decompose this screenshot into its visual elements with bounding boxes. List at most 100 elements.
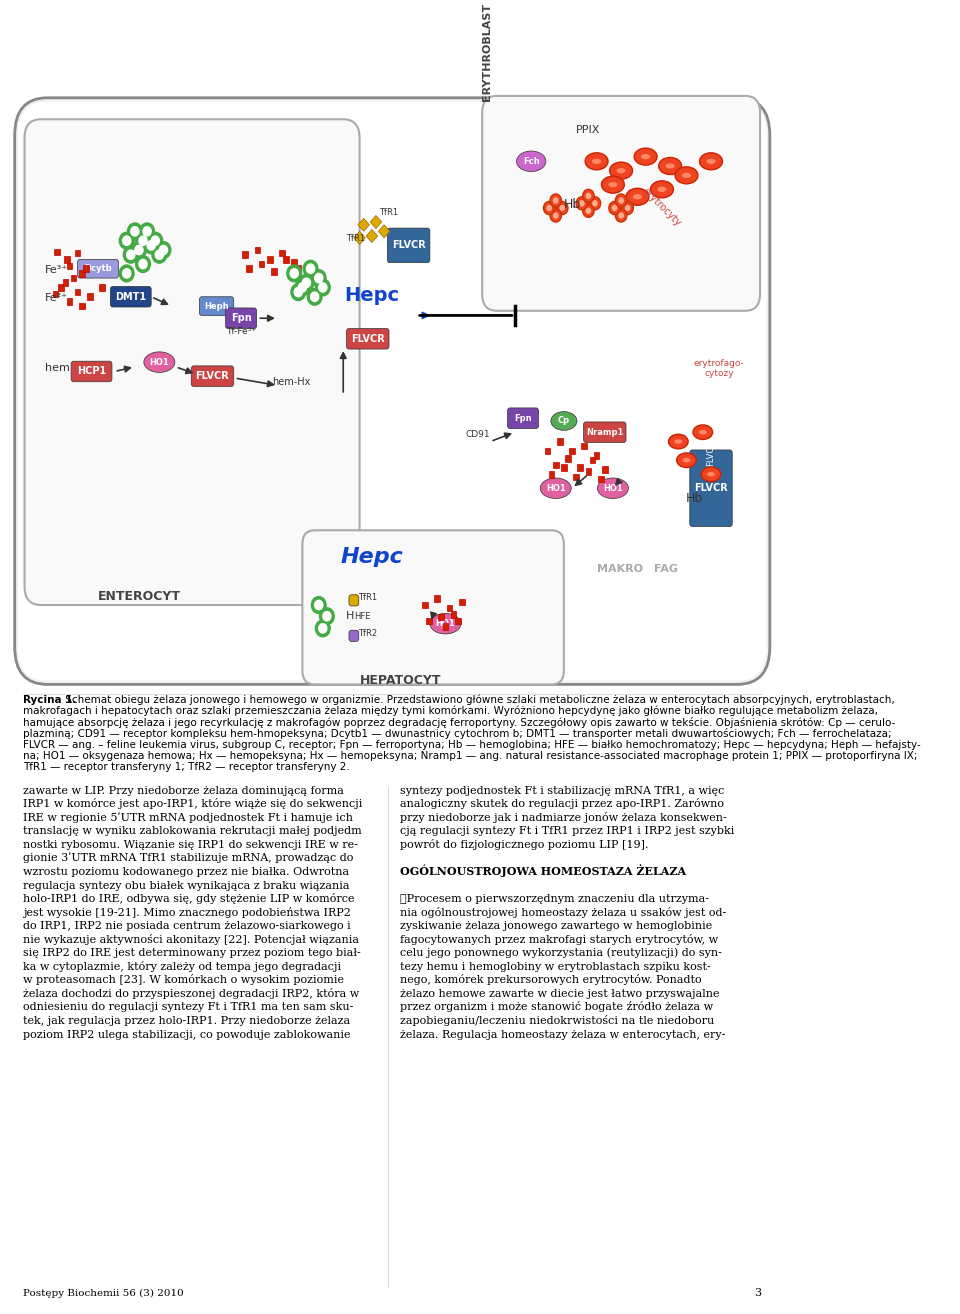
Text: żelazo hemowe zawarte w diecie jest łatwo przyswajalne: żelazo hemowe zawarte w diecie jest łatw… [400,989,720,999]
Ellipse shape [144,352,175,372]
Text: do IRP1, IRP2 nie posiada centrum żelazowo-siarkowego i: do IRP1, IRP2 nie posiada centrum żelazo… [23,921,350,932]
Ellipse shape [516,151,546,172]
Bar [291,259,297,265]
Text: hem: hem [45,364,70,373]
Text: gionie 3ʹUTR mRNA TfR1 stabilizuje mRNA, prowadząc do: gionie 3ʹUTR mRNA TfR1 stabilizuje mRNA,… [23,853,353,863]
Text: tezy hemu i hemoglobiny w erytroblastach szpiku kost-: tezy hemu i hemoglobiny w erytroblastach… [400,962,711,972]
Ellipse shape [700,152,723,170]
Text: erytrofago-
cytozy: erytrofago- cytozy [694,359,745,378]
Circle shape [557,201,568,214]
Bar [271,268,276,275]
Text: Fpn: Fpn [230,313,252,323]
Bar [573,474,579,481]
Circle shape [579,200,585,206]
Bar [75,250,81,256]
Circle shape [319,283,327,292]
Circle shape [140,223,155,239]
Text: zapobieganiu/leczeniu niedokrwistości na tle niedoboru: zapobieganiu/leczeniu niedokrwistości na… [400,1014,714,1026]
FancyBboxPatch shape [14,97,770,685]
Circle shape [615,194,627,208]
Bar [53,290,59,297]
Circle shape [128,223,142,239]
Text: na; HO1 — oksygenaza hemowa; Hx — hemopeksyna; Hx — hemopeksyna; Nramp1 — ang. n: na; HO1 — oksygenaza hemowa; Hx — hemope… [23,752,918,761]
Text: Nramp1: Nramp1 [586,427,623,436]
Circle shape [119,265,134,281]
Circle shape [147,240,156,250]
Text: TfR2: TfR2 [358,629,377,637]
Text: tek, jak regulacja przez holo-IRP1. Przy niedoborze żelaza: tek, jak regulacja przez holo-IRP1. Przy… [23,1016,350,1026]
FancyBboxPatch shape [508,407,539,428]
Text: Hepc: Hepc [341,547,403,566]
Bar [544,448,550,455]
Bar [459,599,465,606]
Text: OGÓLNOUSTROJOWA HOMEOSTAZA ŻELAZA: OGÓLNOUSTROJOWA HOMEOSTAZA ŻELAZA [400,865,686,876]
Bar [267,256,273,263]
Bar [561,464,566,470]
Text: HCP1: HCP1 [77,367,107,377]
Polygon shape [358,218,370,231]
Text: nia ogólnoustrojowej homeostazy żelaza u ssaków jest od-: nia ogólnoustrojowej homeostazy żelaza u… [400,907,727,917]
Ellipse shape [701,466,721,481]
Circle shape [546,205,552,212]
Bar [434,595,440,602]
Text: Fe³⁺: Fe³⁺ [45,265,68,276]
Circle shape [310,292,319,301]
Circle shape [583,204,594,217]
Ellipse shape [699,430,707,435]
Circle shape [156,242,171,259]
Text: analogiczny skutek do regulacji przez apo-IRP1. Zarówno: analogiczny skutek do regulacji przez ap… [400,798,725,809]
Circle shape [319,624,327,633]
Circle shape [294,288,302,297]
Text: HO1: HO1 [546,484,565,493]
Bar [242,251,248,258]
Text: TfR1 — receptor transferyny 1; TfR2 — receptor transferyny 2.: TfR1 — receptor transferyny 1; TfR2 — re… [23,762,349,773]
Circle shape [315,600,323,610]
Circle shape [303,260,318,277]
Circle shape [625,205,631,212]
Text: makrofagach i hepatocytach oraz szlaki przemieszczania żelaza między tymi komórk: makrofagach i hepatocytach oraz szlaki p… [23,706,877,716]
Text: HO1: HO1 [603,484,623,493]
Bar [87,293,93,300]
Bar [569,448,575,455]
Bar [258,260,264,267]
Text: Hb: Hb [564,198,581,212]
Bar [99,284,105,290]
Text: FAG: FAG [654,564,678,574]
Bar [66,298,72,305]
Bar [254,247,260,254]
Text: hem-Hx: hem-Hx [273,377,311,388]
Circle shape [132,242,146,259]
Circle shape [612,205,617,212]
Circle shape [119,233,134,250]
Text: powrót do fizjologicznego poziomu LIP [19].: powrót do fizjologicznego poziomu LIP [1… [400,838,649,850]
Ellipse shape [683,459,690,463]
Circle shape [287,265,301,281]
Bar [553,461,559,468]
Text: przez organizm i może stanowić bogate źródło żelaza w: przez organizm i może stanowić bogate źr… [400,1001,713,1012]
Ellipse shape [592,159,601,164]
Bar [296,265,301,272]
Circle shape [592,200,598,206]
Circle shape [123,237,131,246]
Ellipse shape [668,434,688,449]
Text: jest wysokie [19-21]. Mimo znacznego podobieństwa IRP2: jest wysokie [19-21]. Mimo znacznego pod… [23,907,350,917]
Bar [79,271,84,277]
FancyBboxPatch shape [78,259,118,279]
FancyBboxPatch shape [388,229,430,263]
Ellipse shape [635,148,657,166]
Circle shape [139,237,147,246]
Circle shape [131,227,139,237]
Text: TfR1: TfR1 [358,594,377,602]
Ellipse shape [430,614,461,633]
Bar [443,623,448,629]
Text: Tf-Fe³⁺: Tf-Fe³⁺ [227,327,256,336]
Circle shape [618,213,624,218]
Text: MAKRO: MAKRO [596,564,642,574]
Text: ka w cytoplazmie, który zależy od tempa jego degradacji: ka w cytoplazmie, który zależy od tempa … [23,961,341,972]
Bar [549,470,555,477]
Bar [64,256,70,263]
Circle shape [302,279,310,288]
Circle shape [589,197,601,210]
Text: Hb: Hb [686,493,704,506]
Polygon shape [378,225,390,238]
